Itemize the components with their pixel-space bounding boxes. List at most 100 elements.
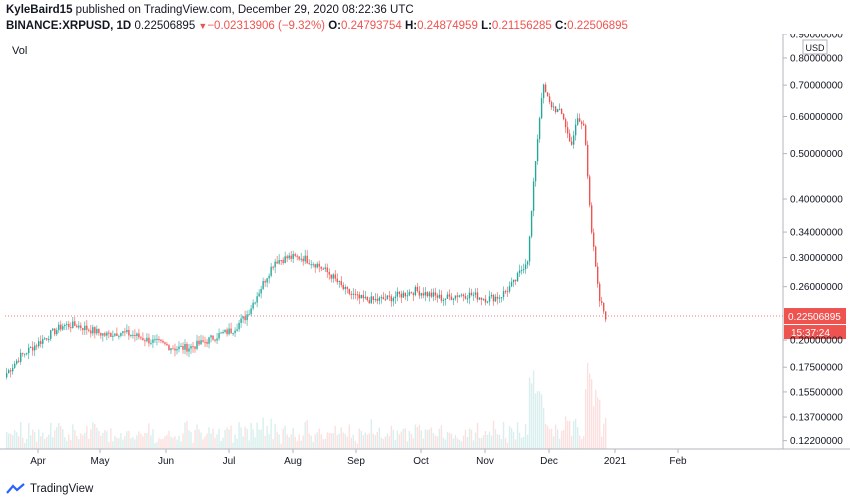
candle-body [374,298,377,300]
volume-bar [552,436,555,449]
candle-body [198,340,200,345]
volume-bar [420,430,423,449]
candle-body [74,321,76,326]
candle-body [524,264,527,270]
candle-body [142,338,144,341]
volume-bar [454,435,457,449]
volume-bar [430,427,433,449]
volume-bar [366,434,369,449]
candle-body [346,287,348,289]
candle-body [216,338,218,341]
volume-bar [402,428,405,449]
candle-body [190,346,192,349]
volume-bar [74,430,76,449]
candle-body [522,269,525,271]
candle-body [478,297,481,300]
volume-bar [406,441,409,449]
volume-bar [504,438,507,449]
candle-body [32,347,34,351]
candle-body [572,135,575,145]
chart-header: KyleBaird15 published on TradingView.com… [6,2,786,36]
volume-bar [220,440,222,449]
volume-bar [86,425,88,449]
volume-bar [574,418,577,449]
candle-body [452,298,455,300]
volume-bar [522,436,525,449]
volume-bar [456,438,459,449]
candle-body [232,333,234,335]
volume-bars [6,362,607,449]
candle-body [108,332,110,334]
volume-bar [12,435,14,449]
candle-body [280,260,282,262]
volume-bar [232,442,234,449]
volume-bar [190,431,192,449]
volume-bar [528,377,531,449]
volume-bar [498,434,501,449]
x-tick-label: Jun [158,456,174,467]
volume-bar [488,431,491,449]
tradingview-branding[interactable]: TradingView [6,480,93,498]
candle-body [84,325,86,331]
candle-body [490,294,493,297]
candle-body [488,296,491,302]
candle-body [384,299,387,301]
candle-body [354,293,356,295]
candle-body [510,282,513,287]
candle-body [382,297,385,300]
candle-body [60,324,62,330]
price-axis[interactable]: USD 0.90000000 0.80000000 0.70000000 0.60000… [0,34,850,450]
candle-body [90,330,92,334]
volume-bar [400,431,403,449]
volume-bar [436,436,439,449]
volume-bar [508,426,511,449]
candle-body [30,347,32,349]
candle-body [456,295,459,297]
symbol-name[interactable]: BINANCE:XRPUSD, 1D [6,20,132,32]
volume-bar [532,370,535,449]
volume-bar [348,424,350,449]
volume-bar [594,389,597,449]
candle-body [266,278,268,283]
volume-bar [482,435,485,449]
candle-body [438,294,441,298]
candle-body [222,332,224,334]
author-name[interactable]: KyleBaird15 [6,4,73,16]
last-price-label: 0.22506895 [788,312,841,323]
candle-body [570,141,573,145]
volume-bar [276,431,278,449]
candle-body [504,291,507,293]
volume-bar [120,433,122,449]
volume-bar [136,435,138,449]
x-tick-label: May [91,456,110,467]
y-tick-label: 0.34000000 [790,228,843,239]
x-tick-label: Nov [476,456,494,467]
volume-bar [338,433,340,449]
volume-bar [248,440,250,449]
volume-bar [298,434,300,449]
time-axis[interactable]: Apr May Jun Jul Aug Sep Oct Nov Dec 2021 Feb [30,449,687,467]
volume-bar [494,429,497,449]
price-chart[interactable]: USD 0.90000000 0.80000000 0.70000000 0.60000… [0,34,850,484]
volume-bar [236,438,238,449]
candle-body [320,266,322,269]
volume-bar [304,421,306,449]
volume-bar [126,431,128,449]
volume-bar [206,433,208,449]
candle-body [290,255,292,259]
volume-bar [132,436,134,449]
candle-body [560,109,563,114]
candle-body [58,324,60,331]
candle-body [402,292,405,298]
candle-body [276,261,278,264]
volume-bar [542,408,545,449]
volume-bar [318,428,320,449]
candle-body [426,292,429,297]
candle-body [602,302,605,312]
candle-body [224,329,226,333]
candle-body [106,332,108,336]
candle-body [150,342,152,344]
chart-area[interactable]: USD 0.90000000 0.80000000 0.70000000 0.60000… [0,34,850,484]
volume-bar [472,440,475,449]
volume-bar [576,427,579,449]
